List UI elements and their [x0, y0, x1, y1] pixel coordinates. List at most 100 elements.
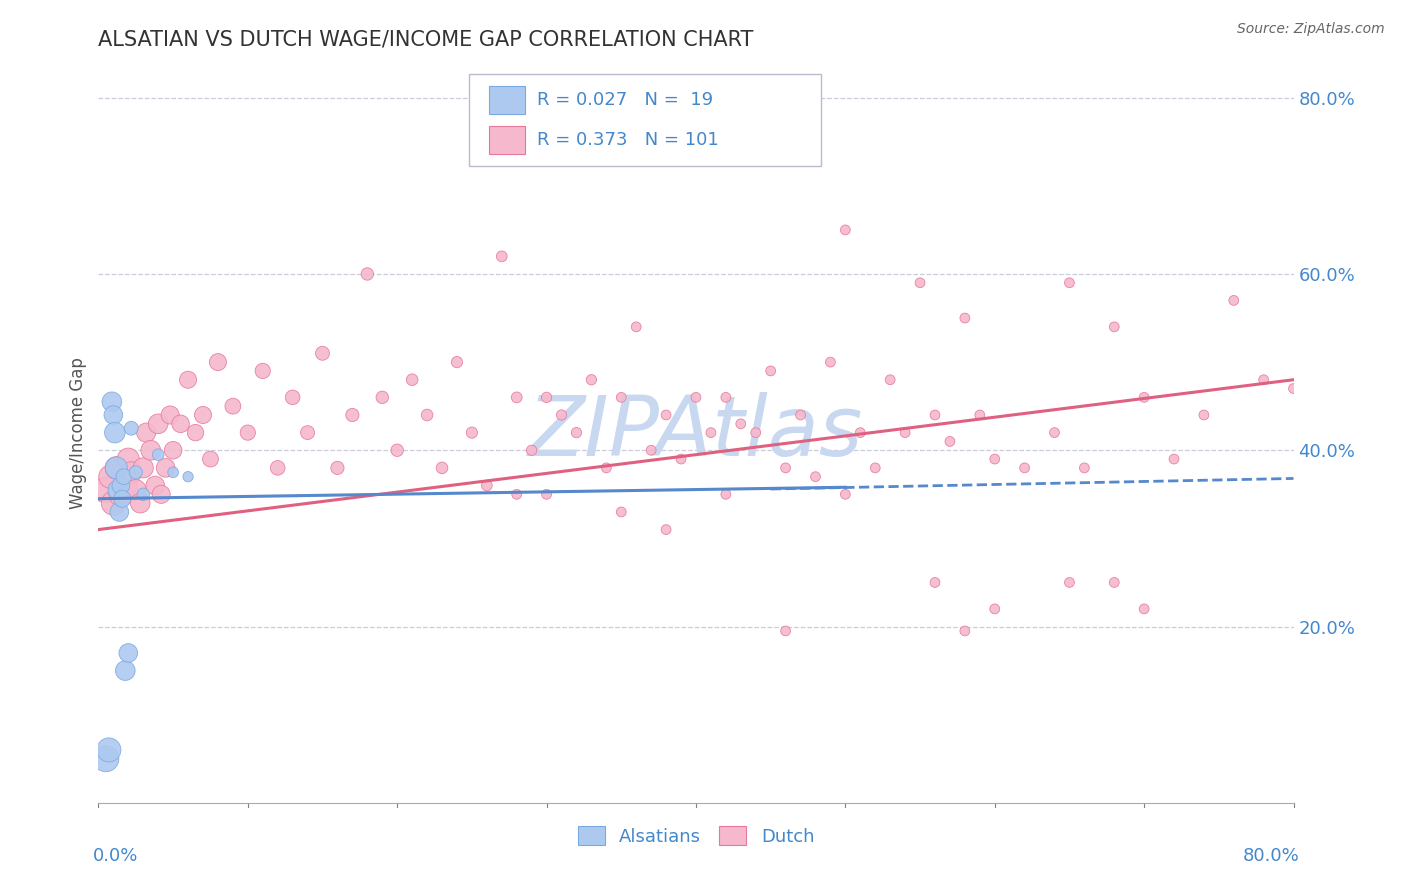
- Point: [610, 390, 633, 404]
- Point: [834, 223, 856, 237]
- Point: [132, 461, 155, 475]
- Point: [117, 452, 139, 467]
- Point: [1282, 382, 1305, 396]
- Text: Source: ZipAtlas.com: Source: ZipAtlas.com: [1237, 22, 1385, 37]
- Point: [155, 461, 177, 475]
- Point: [491, 249, 513, 263]
- Point: [700, 425, 723, 440]
- Point: [101, 394, 124, 409]
- Point: [342, 408, 364, 422]
- Point: [148, 417, 170, 431]
- Point: [669, 452, 692, 467]
- Point: [297, 425, 319, 440]
- Point: [446, 355, 468, 369]
- Point: [114, 664, 136, 678]
- Point: [108, 505, 131, 519]
- Point: [610, 505, 633, 519]
- Point: [385, 443, 409, 458]
- Point: [1104, 319, 1126, 334]
- Point: [565, 425, 588, 440]
- Point: [730, 417, 752, 431]
- Point: [759, 364, 782, 378]
- Point: [200, 452, 222, 467]
- Point: [939, 434, 962, 449]
- Point: [506, 487, 529, 501]
- Point: [105, 461, 128, 475]
- Point: [371, 390, 394, 404]
- Point: [416, 408, 439, 422]
- Point: [775, 461, 797, 475]
- Point: [924, 408, 946, 422]
- Point: [94, 752, 117, 766]
- Legend: Alsatians, Dutch: Alsatians, Dutch: [571, 819, 821, 853]
- Point: [150, 487, 173, 501]
- Point: [159, 408, 181, 422]
- Point: [924, 575, 946, 590]
- Point: [207, 355, 229, 369]
- Point: [865, 461, 887, 475]
- Point: [281, 390, 304, 404]
- Point: [804, 469, 827, 483]
- Point: [356, 267, 378, 281]
- Point: [714, 487, 737, 501]
- Point: [1163, 452, 1185, 467]
- Point: [117, 646, 139, 660]
- Point: [162, 465, 184, 479]
- Point: [129, 496, 152, 510]
- Point: [222, 399, 245, 413]
- Point: [107, 483, 129, 497]
- Point: [430, 461, 453, 475]
- Point: [984, 452, 1007, 467]
- Point: [745, 425, 768, 440]
- Point: [789, 408, 811, 422]
- Point: [1133, 602, 1156, 616]
- Point: [143, 478, 166, 492]
- Point: [894, 425, 917, 440]
- Point: [401, 373, 423, 387]
- Point: [135, 425, 157, 440]
- Point: [110, 487, 132, 501]
- Point: [120, 465, 142, 479]
- Point: [849, 425, 872, 440]
- Point: [111, 491, 134, 506]
- Point: [120, 421, 142, 435]
- Point: [103, 408, 125, 422]
- Point: [969, 408, 991, 422]
- Point: [311, 346, 333, 360]
- Point: [236, 425, 259, 440]
- Point: [475, 478, 498, 492]
- Point: [191, 408, 214, 422]
- Point: [775, 624, 797, 638]
- Point: [148, 448, 170, 462]
- Point: [103, 496, 125, 510]
- Point: [94, 483, 117, 497]
- Point: [177, 469, 200, 483]
- Point: [640, 443, 662, 458]
- Point: [685, 390, 707, 404]
- Point: [267, 461, 290, 475]
- Point: [98, 469, 122, 483]
- Point: [655, 408, 678, 422]
- Point: [550, 408, 572, 422]
- Point: [1043, 425, 1066, 440]
- FancyBboxPatch shape: [470, 73, 821, 166]
- Point: [125, 465, 148, 479]
- Point: [1223, 293, 1246, 308]
- Point: [162, 443, 184, 458]
- Point: [953, 624, 976, 638]
- Text: R = 0.027   N =  19: R = 0.027 N = 19: [537, 91, 713, 109]
- Point: [125, 483, 148, 497]
- Point: [1059, 276, 1081, 290]
- Point: [506, 390, 529, 404]
- Point: [820, 355, 842, 369]
- Text: 80.0%: 80.0%: [1243, 847, 1299, 865]
- Point: [536, 390, 558, 404]
- Point: [1059, 575, 1081, 590]
- Point: [326, 461, 349, 475]
- Point: [1192, 408, 1215, 422]
- Text: ALSATIAN VS DUTCH WAGE/INCOME GAP CORRELATION CHART: ALSATIAN VS DUTCH WAGE/INCOME GAP CORREL…: [98, 29, 754, 50]
- Text: 0.0%: 0.0%: [93, 847, 138, 865]
- Point: [1133, 390, 1156, 404]
- FancyBboxPatch shape: [489, 86, 524, 114]
- Y-axis label: Wage/Income Gap: Wage/Income Gap: [69, 357, 87, 508]
